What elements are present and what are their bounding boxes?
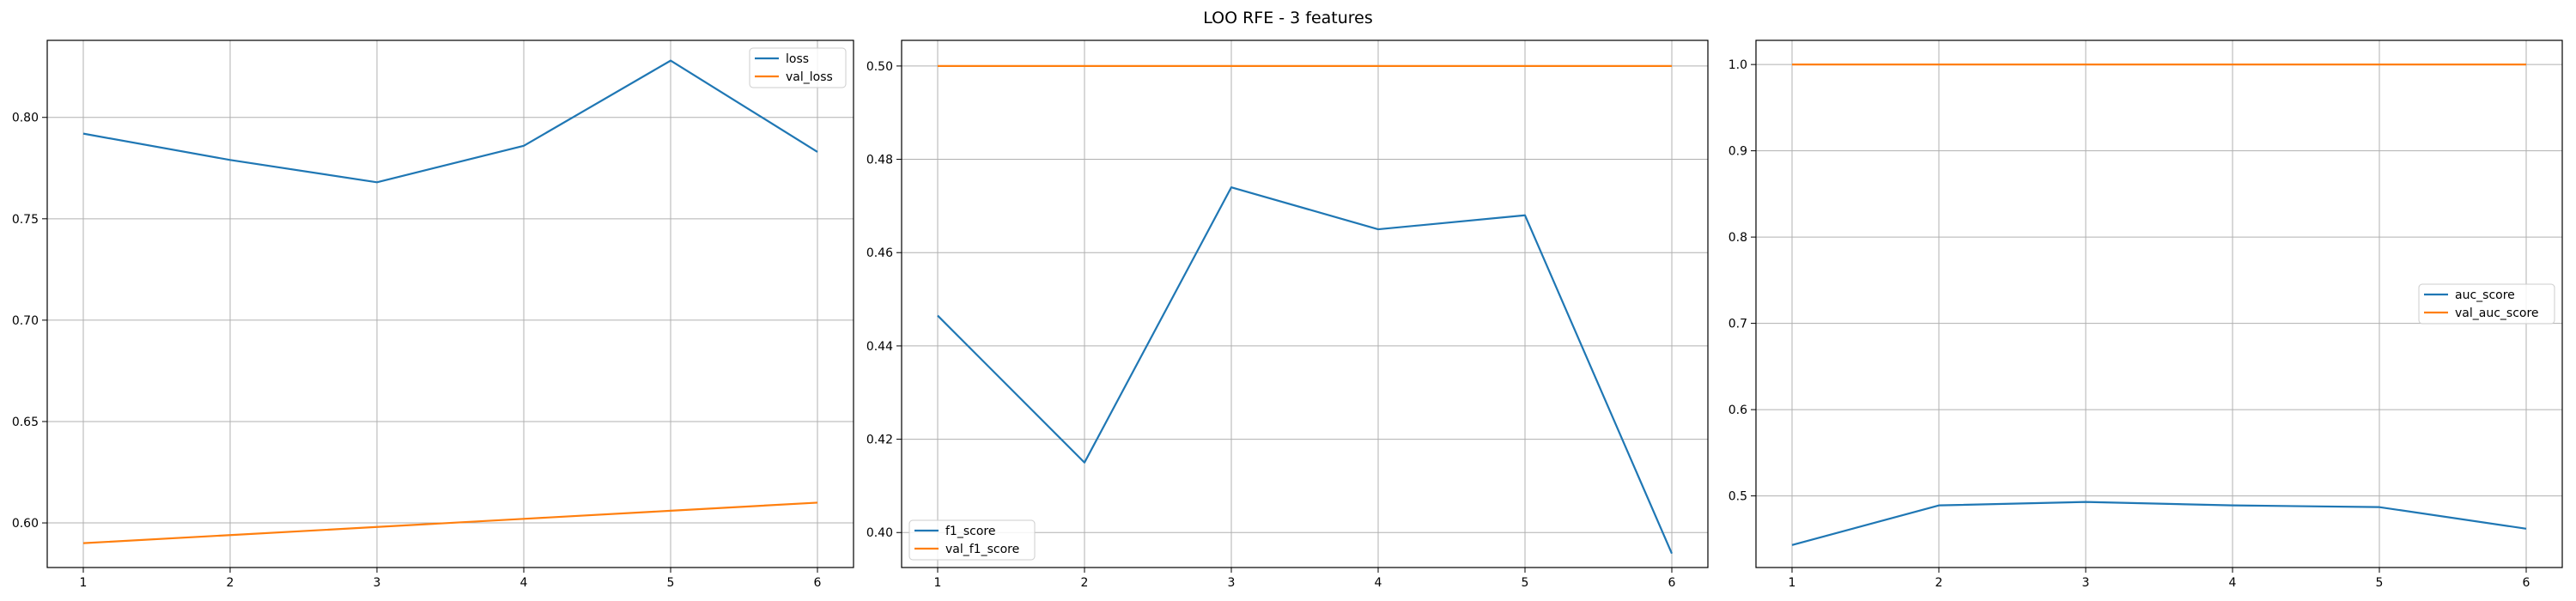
y-tick-label: 0.60 xyxy=(12,517,39,531)
x-tick-label: 5 xyxy=(2376,576,2384,590)
legend: auc_score val_auc_score xyxy=(2418,283,2555,325)
y-tick-label: 0.42 xyxy=(866,434,893,447)
y-tick-label: 0.65 xyxy=(12,416,39,429)
x-tick-label: 4 xyxy=(2229,576,2237,590)
y-tick-label: 0.75 xyxy=(12,213,39,227)
y-axis-ticks: 0.60 0.65 0.70 0.75 0.80 xyxy=(12,112,47,531)
legend-label-auc_score: auc_score xyxy=(2455,288,2515,302)
series-group xyxy=(82,59,818,544)
legend-label-loss: loss xyxy=(786,52,809,66)
x-tick-label: 6 xyxy=(1668,576,1676,590)
axes-frame xyxy=(901,39,1709,568)
chart-panel-3: 1 2 3 4 5 6 0.5 0.6 0.7 0.8 0.9 1.0 auc_score val_auc… xyxy=(1728,39,2563,590)
y-tick-label: 0.46 xyxy=(866,246,893,260)
y-tick-label: 0.48 xyxy=(866,154,893,167)
legend-label-f1_score: f1_score xyxy=(945,525,995,538)
x-tick-label: 3 xyxy=(2082,576,2090,590)
y-tick-label: 0.7 xyxy=(1728,318,1747,331)
y-tick-label: 0.70 xyxy=(12,314,39,328)
legend-label-val_f1_score: val_f1_score xyxy=(945,543,1019,556)
x-axis-ticks: 1 2 3 4 5 6 xyxy=(1789,568,2530,590)
series-line-auc_score xyxy=(1791,501,2527,546)
x-tick-label: 6 xyxy=(2523,576,2530,590)
y-tick-label: 0.5 xyxy=(1728,490,1747,504)
legend-label-val_loss: val_loss xyxy=(786,70,833,84)
legend: loss val_loss xyxy=(749,47,847,88)
x-tick-label: 4 xyxy=(520,576,528,590)
grid xyxy=(47,40,854,568)
series-group xyxy=(937,64,1674,555)
x-tick-label: 1 xyxy=(934,576,942,590)
x-tick-label: 5 xyxy=(1522,576,1529,590)
legend: f1_score val_f1_score xyxy=(908,519,1036,561)
x-tick-label: 2 xyxy=(227,576,234,590)
y-tick-label: 0.44 xyxy=(866,340,893,354)
x-tick-label: 4 xyxy=(1375,576,1382,590)
axes-frame xyxy=(46,39,854,568)
chart-panel-2: 1 2 3 4 5 6 0.40 0.42 0.44 0.46 0.48 0.50 f1_scoreva… xyxy=(866,39,1709,590)
y-tick-label: 1.0 xyxy=(1728,58,1747,72)
x-tick-label: 5 xyxy=(667,576,675,590)
series-line-loss xyxy=(82,59,818,184)
y-axis-ticks: 0.40 0.42 0.44 0.46 0.48 0.50 xyxy=(866,60,902,540)
legend-box xyxy=(2418,283,2555,325)
series-line-val_loss xyxy=(82,501,818,544)
series-line-f1_score xyxy=(937,186,1674,555)
x-axis-ticks: 1 2 3 4 5 6 xyxy=(934,568,1676,590)
chart-panel-1: 1 2 3 4 5 6 0.60 0.65 0.70 0.75 0.80 loss val_loss xyxy=(12,39,854,590)
y-tick-label: 0.9 xyxy=(1728,145,1747,159)
y-tick-label: 0.50 xyxy=(866,60,893,74)
x-tick-label: 3 xyxy=(1228,576,1236,590)
x-axis-ticks: 1 2 3 4 5 6 xyxy=(80,568,822,590)
y-tick-label: 0.40 xyxy=(866,526,893,540)
x-tick-label: 3 xyxy=(374,576,381,590)
x-tick-label: 2 xyxy=(1081,576,1089,590)
y-tick-label: 0.80 xyxy=(12,112,39,125)
axes-frame xyxy=(1755,39,2563,568)
legend-label-val_auc_score: val_auc_score xyxy=(2455,307,2539,320)
legend-box xyxy=(908,519,1036,561)
y-tick-label: 0.8 xyxy=(1728,231,1747,245)
x-tick-label: 1 xyxy=(1789,576,1796,590)
y-tick-label: 0.6 xyxy=(1728,404,1747,417)
x-tick-label: 1 xyxy=(80,576,88,590)
y-axis-ticks: 0.5 0.6 0.7 0.8 0.9 1.0 xyxy=(1728,58,1756,504)
series-group xyxy=(1791,64,2527,546)
figure-title: LOO RFE - 3 features xyxy=(1203,9,1373,27)
x-tick-label: 6 xyxy=(814,576,822,590)
x-tick-label: 2 xyxy=(1935,576,1943,590)
